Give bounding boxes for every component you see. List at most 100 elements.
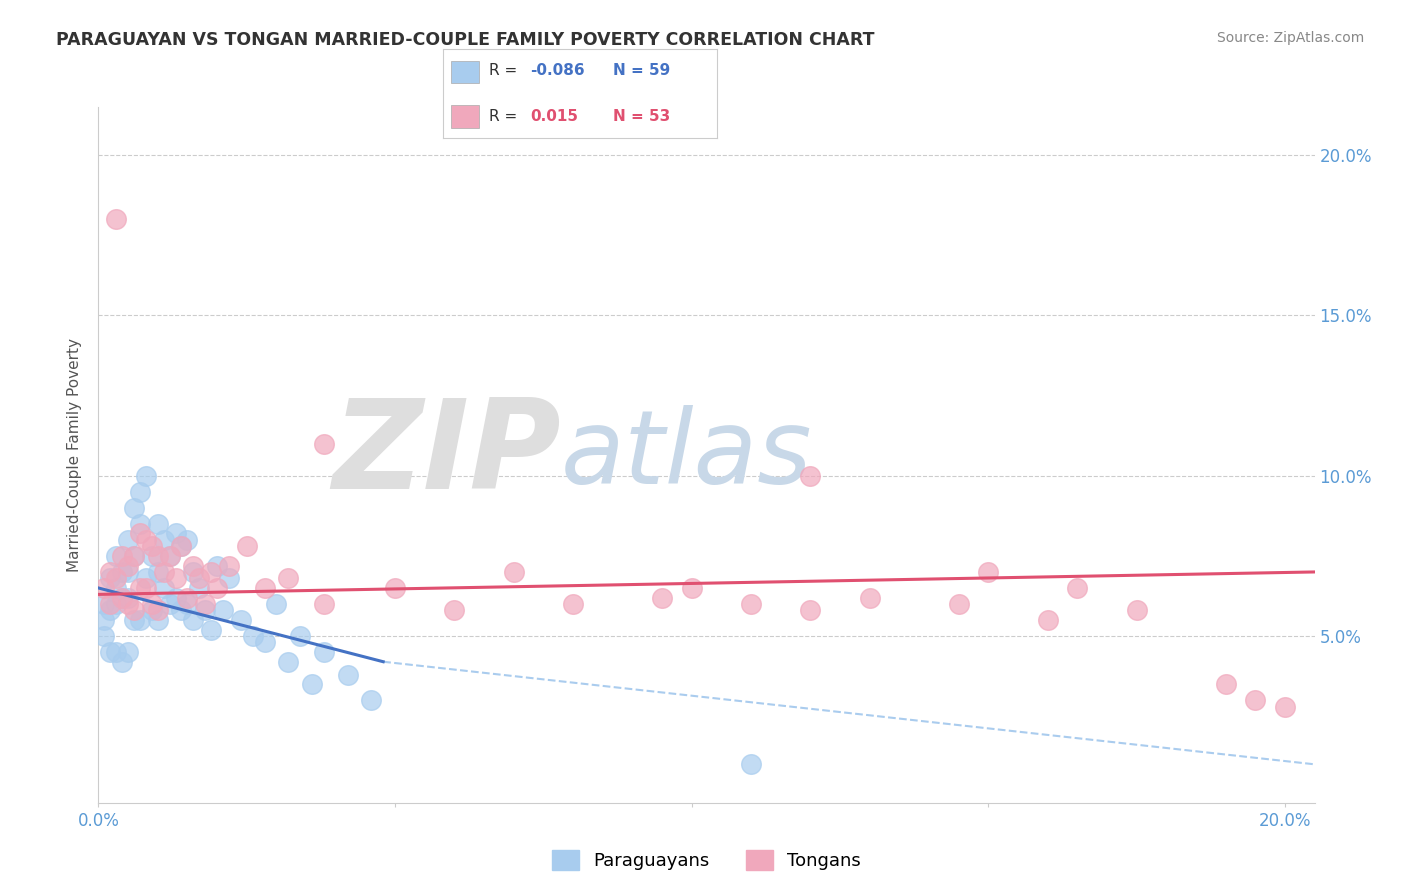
Point — [141, 549, 163, 563]
Bar — [451, 61, 478, 83]
Point — [129, 581, 152, 595]
Point — [336, 667, 359, 681]
Text: -0.086: -0.086 — [530, 63, 585, 78]
Point — [98, 565, 121, 579]
Point — [651, 591, 673, 605]
Point — [159, 549, 181, 563]
Point — [98, 571, 121, 585]
Text: R =: R = — [489, 109, 523, 124]
Point — [111, 591, 134, 605]
Point — [152, 581, 174, 595]
Point — [277, 571, 299, 585]
Point — [159, 597, 181, 611]
Point — [1036, 613, 1059, 627]
Point — [129, 526, 152, 541]
Point — [183, 613, 205, 627]
Point — [152, 565, 174, 579]
Point — [170, 539, 193, 553]
Point — [152, 533, 174, 547]
Point — [740, 597, 762, 611]
Text: PARAGUAYAN VS TONGAN MARRIED-COUPLE FAMILY POVERTY CORRELATION CHART: PARAGUAYAN VS TONGAN MARRIED-COUPLE FAMI… — [56, 31, 875, 49]
Point — [165, 591, 187, 605]
Point — [129, 484, 152, 499]
Point — [502, 565, 524, 579]
Point — [253, 635, 276, 649]
Point — [122, 603, 145, 617]
Point — [105, 597, 128, 611]
Point — [312, 597, 335, 611]
Point — [218, 558, 240, 573]
Point — [141, 603, 163, 617]
Point — [1215, 677, 1237, 691]
Point — [200, 565, 222, 579]
Point — [681, 581, 703, 595]
Point — [111, 549, 134, 563]
Bar — [451, 105, 478, 128]
Point — [111, 655, 134, 669]
Point — [218, 571, 240, 585]
Point — [93, 597, 115, 611]
Point — [165, 571, 187, 585]
Point — [135, 581, 157, 595]
Point — [176, 533, 198, 547]
Point — [122, 613, 145, 627]
Point — [170, 539, 193, 553]
Point — [799, 468, 821, 483]
Point — [205, 558, 228, 573]
Text: Source: ZipAtlas.com: Source: ZipAtlas.com — [1216, 31, 1364, 45]
Point — [384, 581, 406, 595]
Point — [105, 581, 128, 595]
Point — [93, 629, 115, 643]
Point — [117, 565, 139, 579]
Point — [135, 571, 157, 585]
Point — [105, 645, 128, 659]
Point — [98, 597, 121, 611]
Point — [1125, 603, 1147, 617]
Point — [183, 558, 205, 573]
Point — [188, 571, 211, 585]
Point — [242, 629, 264, 643]
Point — [235, 539, 257, 553]
Point — [229, 613, 252, 627]
Point — [117, 533, 139, 547]
Point — [194, 603, 217, 617]
Point — [562, 597, 585, 611]
Point — [146, 603, 169, 617]
Point — [312, 645, 335, 659]
Point — [117, 591, 139, 605]
Point — [799, 603, 821, 617]
Point — [146, 613, 169, 627]
Point — [443, 603, 465, 617]
Point — [1274, 699, 1296, 714]
Text: R =: R = — [489, 63, 523, 78]
Point — [146, 549, 169, 563]
Point — [1066, 581, 1088, 595]
Point — [288, 629, 311, 643]
Point — [105, 571, 128, 585]
Point — [200, 623, 222, 637]
Point — [176, 597, 198, 611]
Point — [98, 603, 121, 617]
Point — [859, 591, 882, 605]
Text: 0.015: 0.015 — [530, 109, 579, 124]
Point — [98, 645, 121, 659]
Point — [165, 526, 187, 541]
Point — [105, 212, 128, 227]
Text: N = 53: N = 53 — [613, 109, 671, 124]
Point — [188, 581, 211, 595]
Point — [129, 516, 152, 531]
Text: N = 59: N = 59 — [613, 63, 671, 78]
Point — [301, 677, 323, 691]
Point — [146, 565, 169, 579]
Point — [93, 613, 115, 627]
Point — [122, 549, 145, 563]
Point — [194, 597, 217, 611]
Point — [135, 468, 157, 483]
Point — [141, 539, 163, 553]
Point — [253, 581, 276, 595]
Legend: Paraguayans, Tongans: Paraguayans, Tongans — [544, 843, 869, 877]
Point — [277, 655, 299, 669]
Point — [176, 591, 198, 605]
Point — [205, 581, 228, 595]
Point — [135, 533, 157, 547]
